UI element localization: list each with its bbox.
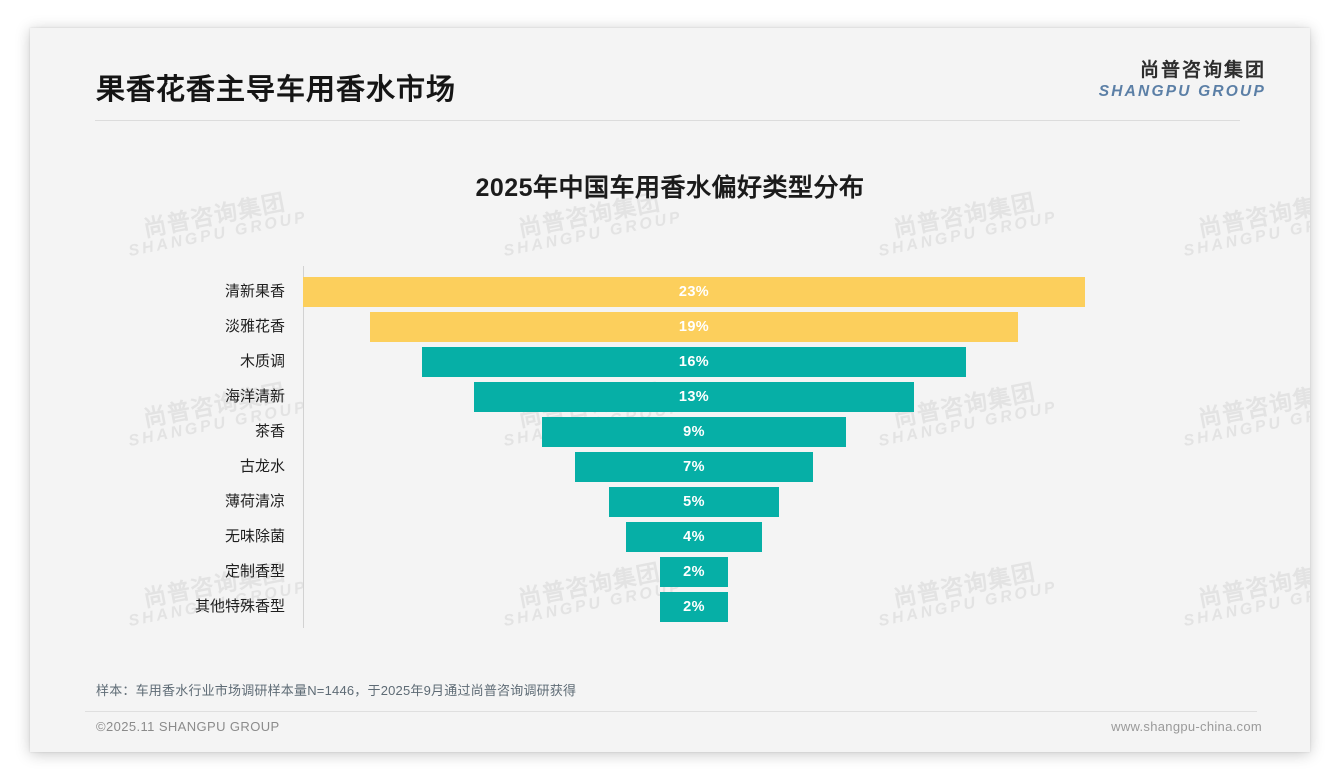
chart-footnote: 样本：车用香水行业市场调研样本量N=1446，于2025年9月通过尚普咨询调研获… (96, 683, 577, 698)
funnel-row: 古龙水 7% (30, 452, 1310, 482)
bar-value-label: 4% (683, 529, 705, 545)
bar-value-label: 9% (683, 424, 705, 440)
brand-logo: 尚普咨询集团 SHANGPU GROUP (1099, 60, 1266, 101)
bar-value-label: 13% (678, 389, 710, 405)
funnel-bar[interactable]: 13% (474, 382, 914, 412)
brand-logo-cn: 尚普咨询集团 (1139, 60, 1266, 81)
funnel-bar[interactable]: 9% (542, 417, 846, 447)
footer-divider (85, 711, 1257, 712)
funnel-row: 海洋清新 13% (30, 382, 1310, 412)
funnel-bar[interactable]: 2% (660, 592, 728, 622)
footer-copyright: ©2025.11 SHANGPU GROUP (96, 719, 280, 734)
category-label: 木质调 (239, 353, 285, 370)
category-label: 无味除菌 (224, 528, 285, 545)
funnel-row: 薄荷清凉 5% (30, 487, 1310, 517)
funnel-row: 淡雅花香 19% (30, 312, 1310, 342)
category-axis-line (303, 266, 304, 628)
chart-title: 2025年中国车用香水偏好类型分布 (475, 174, 865, 202)
funnel-row: 其他特殊香型 2% (30, 592, 1310, 622)
funnel-row: 木质调 16% (30, 347, 1310, 377)
category-label: 淡雅花香 (224, 318, 285, 335)
funnel-bar[interactable]: 4% (626, 522, 762, 552)
category-label: 定制香型 (224, 563, 285, 580)
page-title: 果香花香主导车用香水市场 (96, 74, 457, 106)
category-label: 清新果香 (224, 283, 285, 300)
funnel-bar[interactable]: 16% (422, 347, 966, 377)
bar-value-label: 7% (683, 459, 705, 475)
bar-value-label: 2% (683, 599, 705, 615)
slide-header: 果香花香主导车用香水市场 尚普咨询集团 SHANGPU GROUP (30, 28, 1310, 120)
funnel-bar[interactable]: 19% (370, 312, 1018, 342)
bar-value-label: 19% (678, 319, 710, 335)
funnel-bar[interactable]: 23% (303, 277, 1085, 307)
category-label: 茶香 (254, 423, 285, 440)
funnel-bar[interactable]: 7% (575, 452, 813, 482)
funnel-row: 无味除菌 4% (30, 522, 1310, 552)
bar-value-label: 23% (678, 284, 710, 300)
category-label: 海洋清新 (224, 388, 285, 405)
funnel-row: 清新果香 23% (30, 277, 1310, 307)
funnel-chart: 清新果香 23% 淡雅花香 19% 木质调 16% 海洋清新 13% 茶香 9% 古龙水 7% 薄荷清凉… (30, 266, 1310, 644)
brand-logo-en: SHANGPU GROUP (1098, 82, 1266, 100)
footer-website[interactable]: www.shangpu-china.com (1111, 719, 1262, 734)
funnel-bar[interactable]: 5% (609, 487, 779, 517)
funnel-row: 定制香型 2% (30, 557, 1310, 587)
bar-value-label: 5% (683, 494, 705, 510)
slide-card: 尚普咨询集团 SHANGPU GROUP 尚普咨询集团 SHANGPU GROUP 尚普… (30, 28, 1310, 752)
category-label: 古龙水 (239, 458, 285, 475)
funnel-bar[interactable]: 2% (660, 557, 728, 587)
category-label: 薄荷清凉 (224, 493, 285, 510)
bar-value-label: 2% (683, 564, 705, 580)
bar-value-label: 16% (678, 354, 710, 370)
category-label: 其他特殊香型 (194, 598, 285, 615)
funnel-row: 茶香 9% (30, 417, 1310, 447)
header-divider (95, 120, 1240, 121)
